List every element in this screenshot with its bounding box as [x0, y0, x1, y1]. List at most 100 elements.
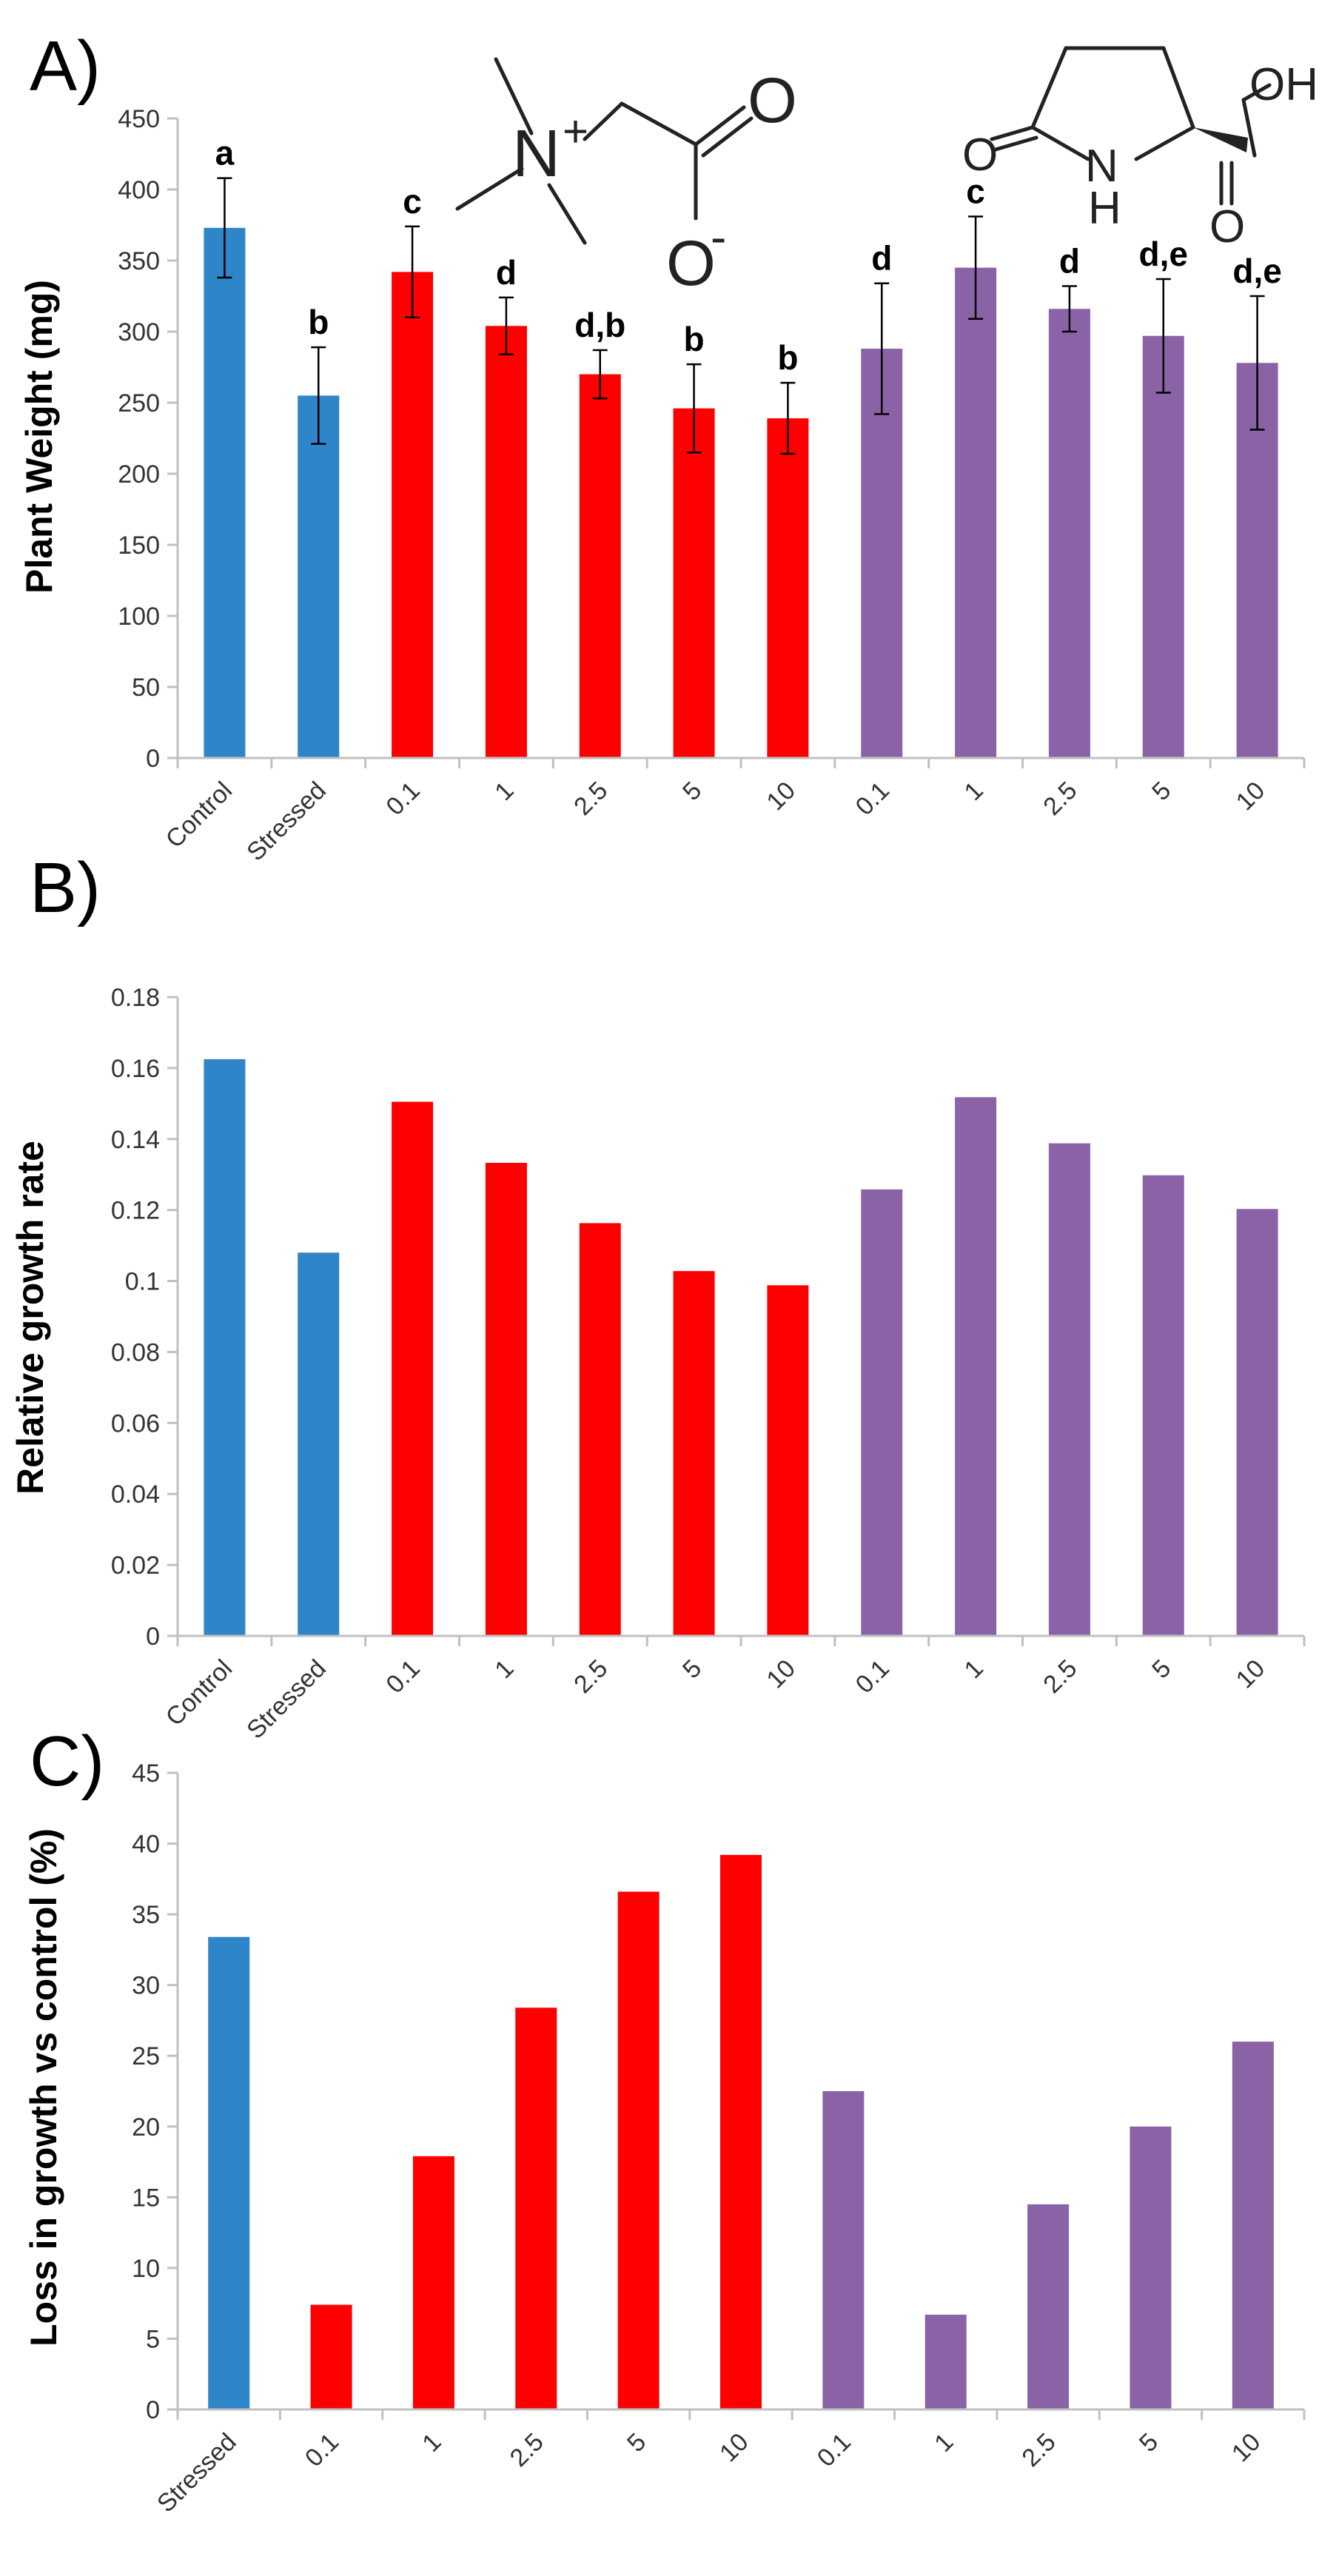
bar	[1048, 309, 1090, 758]
bar	[579, 1223, 621, 1636]
x-tick-label: 0.1	[812, 2428, 856, 2472]
y-tick-label: 150	[118, 531, 160, 560]
bar	[392, 272, 434, 758]
bar	[861, 1189, 903, 1636]
y-tick-label: 50	[132, 674, 160, 702]
x-tick-label: 1	[929, 2428, 959, 2458]
x-tick-label: 5	[677, 1654, 707, 1684]
bond	[494, 57, 534, 135]
pyro-n: N	[1085, 141, 1118, 192]
y-tick-label: 5	[146, 2325, 160, 2353]
y-tick-label: 35	[132, 1901, 160, 1929]
x-tick-label: 5	[1147, 1654, 1176, 1684]
y-tick-label: 10	[132, 2255, 160, 2283]
glycine-betaine-structure	[455, 57, 754, 245]
y-tick-label: 0.02	[111, 1552, 160, 1580]
y-tick-label: 350	[118, 247, 160, 275]
bar	[767, 418, 809, 758]
y-tick-label: 0.12	[111, 1197, 160, 1225]
y-tick-label: 15	[132, 2184, 160, 2212]
y-axis-label: Relative growth rate	[10, 1141, 51, 1495]
x-tick-label: 2.5	[568, 777, 613, 821]
x-tick-label: 2.5	[1038, 777, 1082, 821]
bond	[1134, 125, 1195, 161]
bar	[392, 1101, 434, 1636]
bar	[955, 267, 997, 759]
y-axis-label: Loss in growth vs control (%)	[23, 1828, 64, 2347]
x-tick-label: Stressed	[241, 777, 332, 867]
significance-letter: d,b	[574, 306, 625, 344]
bar	[822, 2091, 865, 2409]
x-tick-label: 0.1	[850, 777, 895, 821]
x-tick-label: 5	[1134, 2428, 1164, 2458]
bond	[547, 183, 587, 245]
bar	[924, 2314, 967, 2409]
bar	[861, 349, 903, 758]
bond	[990, 125, 1035, 141]
x-tick-label: 10	[1226, 2428, 1266, 2468]
betaine-o-minus: O	[666, 228, 716, 299]
bond	[1241, 98, 1257, 158]
x-tick-label: 10	[1231, 777, 1271, 816]
x-tick-label: 0.1	[380, 1654, 425, 1699]
bond	[993, 135, 1038, 152]
bar	[1232, 2042, 1274, 2409]
x-tick-label: 10	[1231, 1654, 1271, 1694]
y-tick-label: 0	[146, 745, 160, 773]
y-axis-label: Plant Weight (mg)	[19, 280, 60, 594]
y-tick-label: 0.1	[125, 1268, 160, 1296]
x-tick-label: 5	[622, 2428, 651, 2458]
y-tick-label: 200	[118, 460, 160, 489]
bar	[204, 1059, 246, 1636]
significance-letter: d	[871, 239, 892, 278]
x-tick-label: 2.5	[568, 1654, 613, 1699]
betaine-o: O	[748, 65, 797, 136]
bar	[617, 1891, 660, 2409]
betaine-o-charge: -	[711, 210, 726, 264]
x-tick-label: Stressed	[152, 2428, 242, 2518]
pyro-oh: OH	[1249, 59, 1318, 110]
x-tick-label: 0.1	[850, 1654, 895, 1699]
significance-letter: d,e	[1232, 252, 1281, 290]
bar	[515, 2008, 557, 2409]
x-tick-label: 10	[761, 777, 801, 816]
pyro-h: H	[1088, 183, 1121, 234]
x-tick-label: 1	[959, 1654, 988, 1684]
significance-letter: b	[684, 320, 705, 358]
x-tick-label: 0.1	[300, 2428, 344, 2472]
x-tick-label: 10	[761, 1654, 801, 1694]
significance-letter: b	[777, 338, 798, 377]
y-tick-label: 100	[118, 603, 160, 631]
bond	[1030, 125, 1090, 161]
bar	[298, 395, 340, 758]
bond	[1161, 46, 1195, 130]
bar	[412, 2156, 454, 2409]
pyro-o-bottom: O	[1209, 201, 1245, 252]
bar	[1142, 1175, 1184, 1636]
bar	[310, 2304, 352, 2409]
bar	[673, 408, 715, 758]
bar	[1027, 2204, 1070, 2409]
x-tick-label: Control	[161, 777, 238, 853]
x-tick-label: 2.5	[1038, 1654, 1082, 1699]
y-tick-label: 30	[132, 1972, 160, 2000]
x-tick-label: 2.5	[1016, 2428, 1061, 2472]
bond	[694, 105, 746, 147]
x-tick-label: 1	[959, 777, 988, 806]
x-tick-label: 1	[417, 2428, 446, 2458]
y-tick-label: 0	[146, 2396, 160, 2424]
bond	[701, 116, 754, 158]
bar	[767, 1285, 809, 1636]
x-tick-label: 0.1	[380, 777, 425, 821]
panel-c-label: C)	[30, 1722, 104, 1801]
y-tick-label: 0	[146, 1623, 160, 1651]
bond	[583, 101, 624, 141]
bond	[620, 101, 698, 147]
pyro-o-left: O	[962, 130, 998, 181]
chart-b-relative-growth-rate: 0 0.02 0.04 0.06 0.08 0.1 0.12 0.14 0.16 0.18 Cont…	[10, 984, 1306, 1745]
y-tick-label: 25	[132, 2042, 160, 2070]
x-tick-label: 1	[489, 777, 519, 806]
panel-a-label: A)	[30, 27, 101, 106]
